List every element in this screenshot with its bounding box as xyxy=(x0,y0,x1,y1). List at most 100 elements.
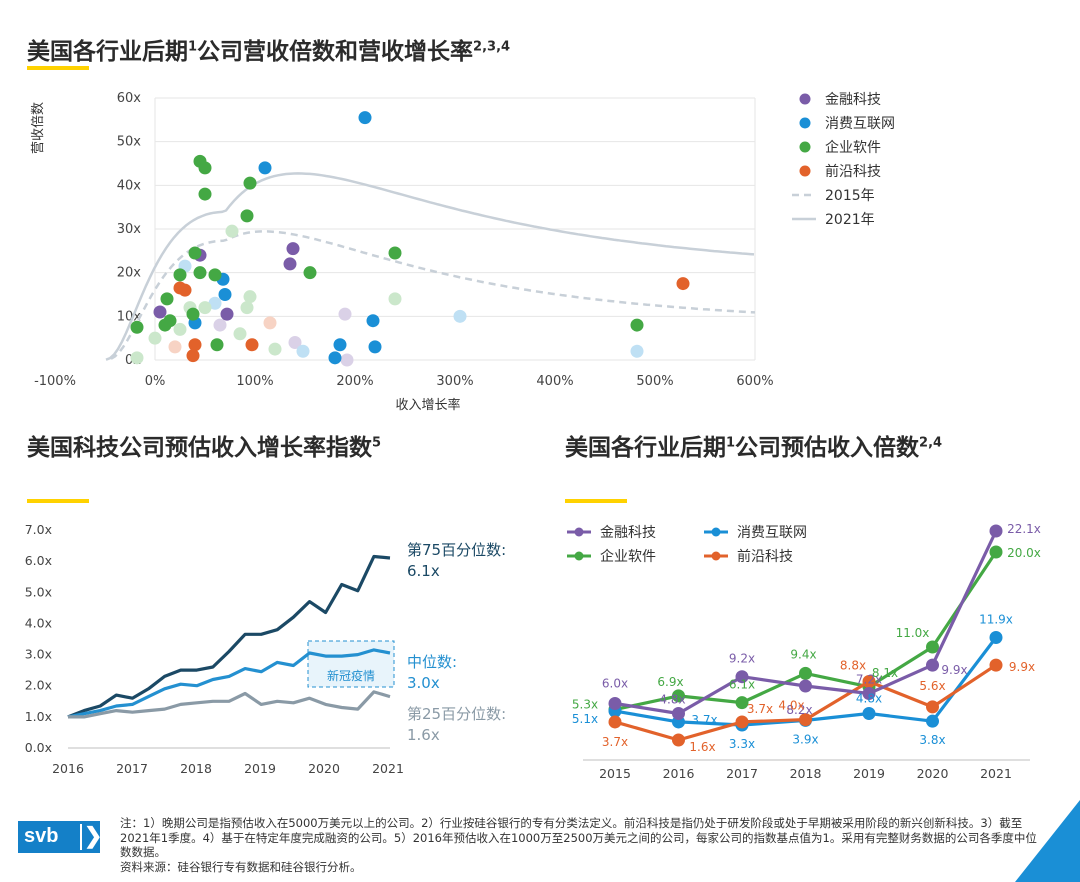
multiples-point xyxy=(608,715,622,729)
index-y-tick-label: 0.0x xyxy=(25,740,52,755)
title-accent-top xyxy=(27,66,89,70)
multiples-legend-label: 消费互联网 xyxy=(737,525,807,541)
multiples-point xyxy=(735,715,749,729)
scatter-point-frontier xyxy=(168,340,182,354)
multiples-legend-label: 前沿科技 xyxy=(737,548,793,565)
scatter-x-tick-label: 200% xyxy=(336,374,373,389)
scatter-point-fintech xyxy=(340,353,354,367)
multiples-data-label: 20.0x xyxy=(1007,546,1041,560)
multiples-data-label: 7.2x xyxy=(856,673,882,687)
multiples-point xyxy=(735,670,749,684)
scatter-point-enterprise xyxy=(243,176,257,190)
scatter-point-frontier xyxy=(676,277,690,291)
scatter-point-consumer xyxy=(218,288,232,301)
scatter-point-enterprise xyxy=(193,266,207,280)
scatter-point-consumer xyxy=(368,340,382,354)
index-y-tick-label: 3.0x xyxy=(25,647,52,662)
index-series-name: 第25百分位数: xyxy=(407,705,506,723)
left-chart-title: 美国科技公司预估收入增长率指数5 xyxy=(27,435,382,461)
multiples-x-tick-label: 2015 xyxy=(599,766,631,781)
scatter-point-frontier xyxy=(178,283,192,297)
footnote-text: 注：1）晚期公司是指预估收入在5000万美元以上的公司。2）行业按硅谷银行的专有… xyxy=(120,816,1037,859)
multiples-x-tick-label: 2019 xyxy=(853,766,885,781)
multiples-legend-marker xyxy=(574,551,584,561)
multiples-legend-marker xyxy=(711,551,721,561)
right-chart-title: 美国各行业后期1公司预估收入倍数2,4 xyxy=(565,435,943,461)
multiples-data-label: 5.6x xyxy=(919,679,945,693)
scatter-x-tick-label: 500% xyxy=(636,374,673,389)
scatter-point-enterprise xyxy=(388,246,402,260)
scatter-point-fintech xyxy=(286,242,300,256)
index-y-tick-label: 5.0x xyxy=(25,584,52,599)
scatter-legend-label: 前沿科技 xyxy=(825,163,881,180)
multiples-data-label: 11.0x xyxy=(896,626,930,640)
scatter-point-enterprise xyxy=(160,292,174,306)
index-line-median xyxy=(67,648,391,719)
multiples-data-label: 3.8x xyxy=(919,733,945,747)
scatter-x-axis-label: 收入增长率 xyxy=(395,397,460,413)
multiples-legend-label: 企业软件 xyxy=(600,548,656,565)
multiples-x-tick-label: 2021 xyxy=(980,766,1012,781)
multiples-data-label: 6.9x xyxy=(657,675,683,689)
scatter-point-consumer xyxy=(453,309,467,323)
scatter-y-tick-label: 20x xyxy=(117,266,142,281)
multiples-data-label: 9.9x xyxy=(941,663,967,677)
multiples-x-tick-label: 2017 xyxy=(726,766,758,781)
index-x-tick-label: 2019 xyxy=(244,761,276,776)
multiples-point xyxy=(672,707,685,721)
multiples-point xyxy=(926,640,939,654)
index-y-tick-label: 6.0x xyxy=(25,553,52,568)
scatter-point-enterprise xyxy=(130,351,144,365)
scatter-point-consumer xyxy=(333,338,347,352)
multiples-data-label: 9.2x xyxy=(729,652,755,666)
scatter-point-enterprise xyxy=(240,209,254,223)
title-accent-left xyxy=(27,499,89,503)
scatter-legend-marker xyxy=(799,141,811,153)
scatter-point-enterprise xyxy=(210,338,224,352)
scatter-point-fintech xyxy=(283,257,297,271)
multiples-point xyxy=(608,697,622,710)
multiples-point xyxy=(989,545,1003,559)
multiples-point xyxy=(989,631,1003,644)
scatter-point-enterprise xyxy=(208,268,222,282)
scatter-point-enterprise xyxy=(225,224,239,238)
scatter-point-enterprise xyxy=(198,301,212,315)
index-x-tick-label: 2020 xyxy=(308,761,340,776)
source-text: 资料来源：硅谷银行专有数据和硅谷银行分析。 xyxy=(120,859,362,874)
scatter-point-consumer xyxy=(258,161,272,175)
multiples-x-tick-label: 2016 xyxy=(663,766,695,781)
multiples-data-label: 11.9x xyxy=(979,613,1013,627)
scatter-point-fintech xyxy=(220,307,234,321)
multiples-point xyxy=(799,679,812,693)
scatter-point-enterprise xyxy=(198,187,212,201)
chevron-right-icon: ❯ xyxy=(84,823,103,848)
scatter-point-enterprise xyxy=(303,266,317,280)
multiples-data-label: 8.8x xyxy=(840,659,866,673)
multiples-data-label: 9.4x xyxy=(790,647,816,661)
top-chart-title: 美国各行业后期1公司营收倍数和营收增长率2,3,4 xyxy=(27,39,511,65)
scatter-point-enterprise xyxy=(243,290,257,304)
multiples-point xyxy=(672,733,685,747)
multiples-point xyxy=(989,658,1003,672)
scatter-point-fintech xyxy=(288,336,302,350)
multiples-point xyxy=(799,666,812,680)
scatter-x-tick-label: 300% xyxy=(436,374,473,389)
index-x-tick-label: 2017 xyxy=(116,761,148,776)
multiples-point xyxy=(926,658,939,672)
multiples-data-label: 6.0x xyxy=(602,677,628,691)
scatter-point-enterprise xyxy=(173,322,187,336)
scatter-point-enterprise xyxy=(173,268,187,282)
index-y-tick-label: 7.0x xyxy=(25,522,52,537)
index-x-tick-label: 2021 xyxy=(372,761,404,776)
footnotes: 注：1）晚期公司是指预估收入在5000万美元以上的公司。2）行业按硅谷银行的专有… xyxy=(120,816,1040,874)
scatter-point-consumer xyxy=(358,111,372,125)
scatter-x-tick-label: -100% xyxy=(34,374,76,389)
index-y-tick-label: 4.0x xyxy=(25,615,52,630)
multiples-data-label: 3.9x xyxy=(792,732,818,746)
index-series-name: 中位数: xyxy=(407,653,457,671)
scatter-y-tick-label: 60x xyxy=(117,91,142,106)
scatter-y-tick-label: 40x xyxy=(117,178,142,193)
multiples-point xyxy=(735,696,749,710)
covid-annotation-box xyxy=(307,640,395,688)
